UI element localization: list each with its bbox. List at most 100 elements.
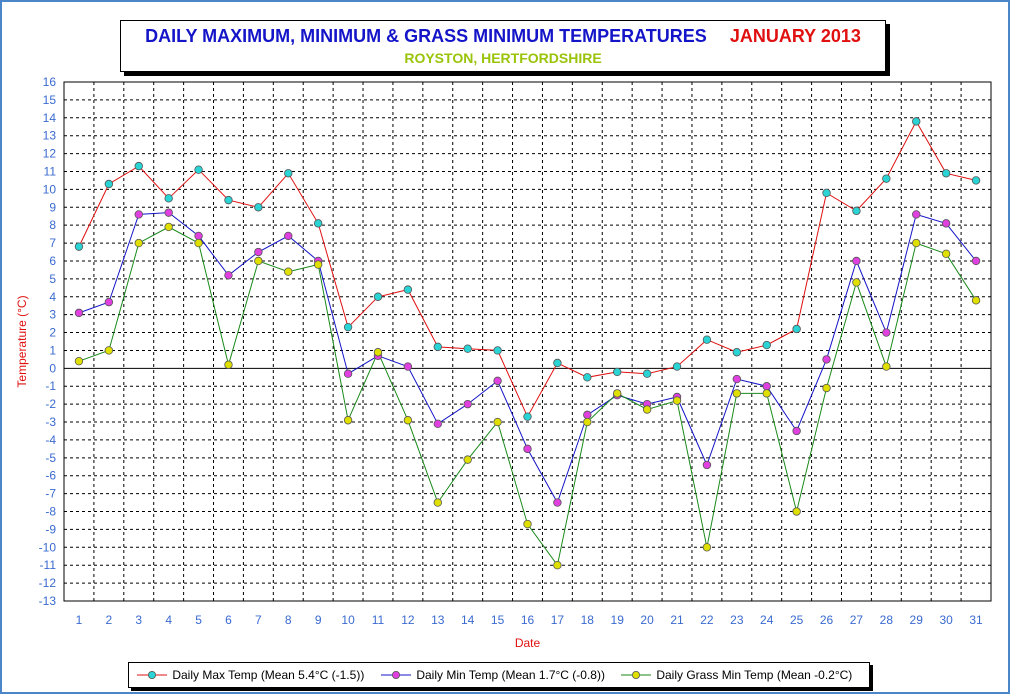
x-tick-label: 4 [165,613,172,627]
grass-min-temp-point [642,405,652,414]
max-temp-point [224,195,233,205]
y-tick-label: -2 [45,397,56,411]
max-temp-point [792,324,801,334]
y-tick-label: 2 [49,326,56,340]
y-tick-label: 1 [49,343,56,357]
max-temp-point [672,362,682,371]
x-tick-label: 14 [461,613,475,627]
min-temp-point [732,374,742,384]
grass-min-temp-point [941,249,951,259]
y-tick-label: -12 [39,576,57,590]
legend-label-grass: Daily Grass Min Temp (Mean -0.2°C) [656,667,853,682]
y-tick-label: -9 [45,522,56,536]
max-temp-point [313,219,323,228]
title-line: DAILY MAXIMUM, MINIMUM & GRASS MINIMUM T… [121,26,885,47]
y-tick-label: -11 [40,558,57,572]
grass-min-temp-point [882,362,891,371]
chart-title-box: DAILY MAXIMUM, MINIMUM & GRASS MINIMUM T… [120,20,886,72]
max-temp-point [373,292,383,301]
y-tick-label: 9 [49,200,56,214]
x-tick-label: 2 [106,613,113,627]
min-temp-point [762,382,771,391]
max-temp-point [642,369,652,378]
max-temp-point [822,188,831,198]
max-temp-point [553,358,562,368]
y-tick-label: -4 [45,433,56,447]
max-temp-point [403,285,413,294]
y-tick-label: 7 [49,236,56,250]
max-temp-point [941,169,951,178]
x-tick-label: 23 [730,613,744,627]
x-tick-label: 15 [491,613,505,627]
x-tick-label: 29 [910,613,924,627]
min-temp-point [343,369,353,378]
x-tick-label: 22 [700,613,714,627]
x-tick-label: 3 [135,613,142,627]
max-temp-point [912,117,921,126]
max-temp-point [493,346,502,355]
max-temp-point [613,367,622,377]
x-axis-label: Date [515,636,541,650]
grass-min-temp-point [762,389,771,398]
chart-month: JANUARY 2013 [729,26,861,46]
max-temp-point [104,179,114,189]
min-temp-point [224,271,233,280]
plot-area [63,81,992,602]
y-tick-label: -3 [45,415,56,429]
grass-min-temp-point [284,267,293,276]
min-temp-point [912,210,921,219]
y-tick-label: -5 [45,451,56,465]
min-temp-point [882,328,891,337]
legend-item-min: Daily Min Temp (Mean 1.7°C (-0.8)) [379,667,605,682]
max-temp-point [194,165,203,174]
x-tick-label: 20 [640,613,654,627]
min-temp-point [463,399,472,409]
min-temp-point [134,210,143,219]
min-temp-point [164,208,173,217]
x-tick-label: 19 [611,613,625,627]
grass-min-temp-point [912,238,921,248]
max-temp-point [164,194,173,203]
y-tick-label: 0 [49,361,56,375]
min-temp-point [702,460,712,470]
y-tick-label: -1 [45,379,56,393]
legend: Daily Max Temp (Mean 5.4°C (-1.5)) Daily… [128,662,870,688]
max-temp-point [882,174,891,183]
max-temp-point [433,342,442,352]
legend-item-grass: Daily Grass Min Temp (Mean -0.2°C) [619,667,852,682]
x-tick-label: 27 [850,613,864,627]
min-temp-point [523,444,532,454]
grass-min-temp-point [732,389,742,398]
grass-min-temp-point [224,360,233,369]
grass-min-temp-point [403,416,413,425]
x-tick-label: 8 [285,613,292,627]
grass-min-temp-point [373,348,383,357]
legend-item-max: Daily Max Temp (Mean 5.4°C (-1.5)) [135,667,364,682]
y-tick-label: -13 [39,594,57,608]
x-tick-label: 11 [372,613,385,627]
legend-swatch-grass [621,670,651,679]
max-temp-point [583,373,592,382]
x-tick-label: 5 [195,613,202,627]
max-temp-point [762,340,771,350]
min-temp-point [971,256,981,266]
x-tick-label: 16 [521,613,535,627]
x-tick-label: 12 [401,613,415,627]
max-temp-point [343,322,353,332]
grass-min-temp-point [104,346,114,355]
max-temp-point [134,161,143,171]
x-tick-label: 7 [255,613,262,627]
x-tick-label: 10 [341,613,355,627]
grass-min-temp-point [74,356,84,366]
x-tick-label: 9 [315,613,322,627]
x-tick-label: 26 [820,613,834,627]
grass-min-temp-point [493,417,502,427]
grass-min-temp-point [313,260,323,269]
max-temp-point [971,176,981,185]
grass-min-temp-point [792,507,801,516]
x-tick-label: 28 [880,613,894,627]
min-temp-point [553,498,562,507]
y-tick-label: 4 [49,290,56,304]
max-temp-point [523,412,532,421]
grass-min-temp-point [613,389,622,398]
